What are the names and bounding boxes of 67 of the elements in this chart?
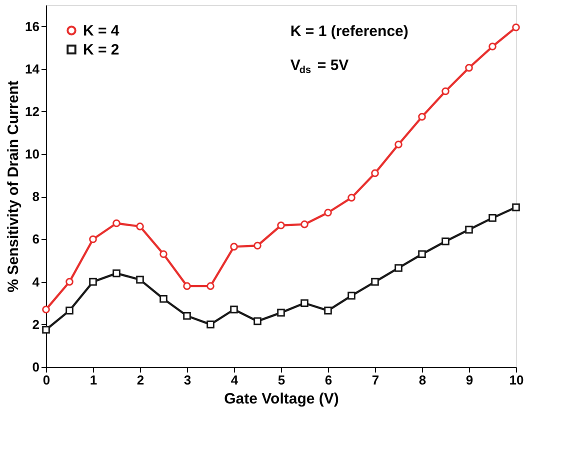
point [371,169,379,178]
point [324,208,332,217]
point [324,306,332,314]
legend-label: K = 2 [83,42,120,58]
point [254,317,262,326]
annotation: K = 1 (reference) [290,23,408,40]
y-tick-label: 2 [32,316,40,332]
point [512,203,520,212]
point [348,292,356,300]
point [230,306,238,314]
point [136,276,144,284]
x-axis-title: Gate Voltage (V) [224,390,339,408]
y-tick-label: 14 [25,61,40,76]
y-tick-label: 8 [32,189,40,204]
point [371,278,379,286]
point [89,235,97,244]
point [160,294,168,303]
x-tick-label: 1 [90,372,98,388]
point [254,242,262,250]
point [300,299,308,308]
point [277,308,285,317]
point [160,250,168,258]
x-tick-label: 7 [372,372,380,388]
y-axis-title: % Sensitivity of Drain Current [5,80,22,292]
x-tick-label: 8 [418,372,426,388]
y-tick-label: 12 [25,104,40,119]
point [136,222,144,230]
legend-label: K = 4 [83,22,120,40]
point [42,326,50,334]
y-tick-label: 10 [25,146,40,162]
point [465,64,473,72]
point [206,282,214,290]
point [112,219,120,228]
point [42,306,50,314]
point [183,312,191,320]
x-tick-label: 4 [230,372,239,388]
point [394,140,402,148]
x-tick-label: 6 [324,372,332,388]
point [418,112,426,121]
point [277,221,285,230]
point [89,278,97,286]
y-tick-label: 0 [32,360,40,374]
x-tick-label: 2 [136,372,144,388]
y-tick-label: 16 [25,18,40,34]
point [488,214,496,222]
point [183,282,191,290]
x-tick-label: 3 [184,372,192,388]
point [442,87,450,96]
point [300,220,308,228]
y-tick-label: 6 [32,232,40,247]
point [66,278,74,286]
point [206,320,214,328]
point [418,250,426,258]
point [66,306,74,314]
x-tick-label: 0 [42,372,50,388]
point [442,237,450,246]
point [112,269,120,278]
point [394,264,402,272]
point [465,226,473,234]
x-tick-label: 10 [509,372,524,388]
point [488,42,496,50]
point [230,242,238,251]
x-tick-label: 5 [278,372,286,388]
point [348,194,356,202]
x-tick-label: 9 [466,372,474,388]
point [512,23,520,32]
y-tick-label: 4 [32,274,40,290]
